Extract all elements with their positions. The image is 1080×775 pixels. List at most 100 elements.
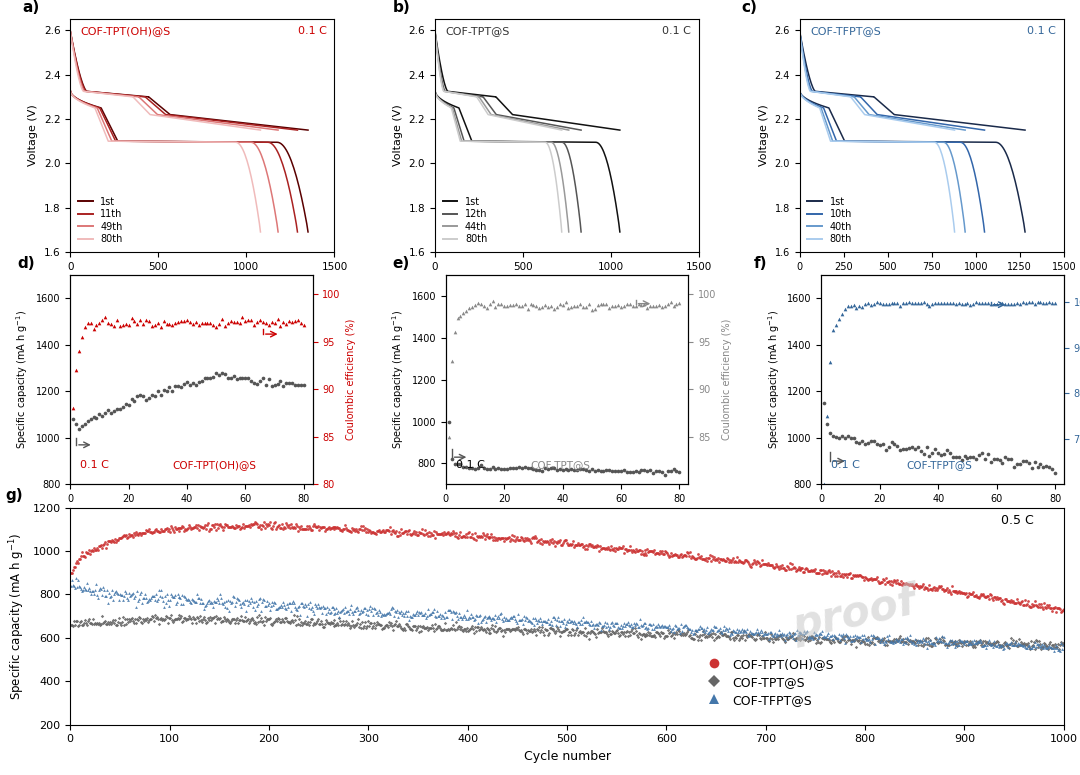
COF-TPT@S [237, 611, 254, 624]
COF-TPT@S [410, 626, 428, 639]
COF-TPT@S [296, 615, 313, 627]
COF-TPT(OH)@S [165, 525, 183, 538]
COF-TFPT@S [750, 626, 767, 639]
COF-TFPT@S [367, 607, 384, 619]
COF-TFPT@S [922, 637, 940, 649]
COF-TPT@S [254, 615, 271, 627]
COF-TPT@S [163, 614, 180, 626]
COF-TFPT@S [349, 601, 366, 613]
COF-TPT(OH)@S [143, 527, 160, 539]
COF-TPT(OH)@S [989, 592, 1007, 604]
COF-TPT@S [612, 625, 630, 638]
COF-TFPT@S [585, 622, 603, 634]
COF-TPT(OH)@S [297, 522, 314, 535]
COF-TPT@S [950, 633, 968, 646]
COF-TPT@S [286, 613, 303, 625]
COF-TPT(OH)@S [432, 528, 449, 540]
COF-TFPT@S [717, 622, 734, 635]
COF-TFPT@S [1023, 642, 1040, 654]
COF-TPT(OH)@S [252, 519, 269, 532]
COF-TPT@S [661, 627, 678, 639]
COF-TPT@S [553, 625, 570, 638]
COF-TFPT@S [927, 631, 944, 643]
COF-TPT(OH)@S [798, 562, 815, 574]
COF-TFPT@S [1037, 641, 1054, 653]
COF-TPT(OH)@S [347, 525, 364, 537]
COF-TPT@S [632, 632, 649, 645]
COF-TPT@S [332, 615, 349, 627]
Point [604, 300, 621, 312]
COF-TPT(OH)@S [670, 550, 687, 563]
Point [874, 438, 891, 450]
COF-TFPT@S [658, 621, 675, 633]
COF-TPT@S [902, 636, 919, 649]
COF-TPT(OH)@S [269, 519, 286, 532]
COF-TPT@S [1022, 642, 1039, 655]
COF-TPT(OH)@S [77, 550, 94, 563]
COF-TPT(OH)@S [855, 574, 873, 586]
COF-TPT(OH)@S [521, 533, 538, 546]
COF-TFPT@S [378, 608, 395, 621]
COF-TPT(OH)@S [341, 525, 359, 537]
Point [499, 300, 516, 312]
COF-TFPT@S [225, 591, 242, 603]
Point [856, 298, 874, 310]
COF-TPT(OH)@S [831, 567, 848, 579]
COF-TFPT@S [772, 630, 789, 642]
COF-TFPT@S [609, 621, 626, 633]
COF-TPT(OH)@S [272, 522, 289, 534]
COF-TPT@S [179, 612, 197, 625]
COF-TFPT@S [920, 637, 937, 649]
COF-TPT@S [930, 636, 947, 648]
COF-TPT@S [751, 632, 768, 644]
COF-TPT@S [580, 632, 597, 645]
COF-TFPT@S [219, 594, 237, 607]
Point [501, 463, 518, 475]
COF-TPT(OH)@S [922, 583, 940, 595]
Point [211, 369, 228, 381]
COF-TPT(OH)@S [679, 547, 697, 560]
COF-TPT@S [378, 618, 395, 631]
COF-TFPT@S [362, 599, 379, 611]
Point [79, 415, 96, 427]
COF-TPT@S [834, 632, 851, 645]
Point [79, 316, 96, 329]
COF-TPT@S [369, 618, 387, 630]
COF-TPT@S [473, 622, 490, 635]
COF-TPT(OH)@S [334, 525, 351, 537]
COF-TFPT@S [255, 594, 272, 606]
COF-TFPT@S [164, 591, 181, 604]
COF-TPT@S [275, 615, 293, 628]
COF-TPT(OH)@S [104, 533, 121, 546]
COF-TPT@S [124, 615, 141, 627]
COF-TFPT@S [664, 622, 681, 635]
COF-TPT(OH)@S [786, 561, 804, 574]
Point [647, 465, 664, 477]
COF-TPT(OH)@S [372, 525, 389, 538]
COF-TFPT@S [739, 622, 756, 635]
COF-TPT(OH)@S [220, 521, 238, 533]
Point [671, 466, 688, 478]
COF-TFPT@S [356, 601, 374, 614]
COF-TPT@S [294, 616, 311, 629]
COF-TPT@S [714, 629, 731, 641]
COF-TFPT@S [136, 587, 153, 600]
COF-TFPT@S [281, 597, 298, 609]
Point [665, 300, 683, 312]
COF-TFPT@S [672, 627, 689, 639]
Point [286, 315, 303, 327]
COF-TPT@S [229, 612, 246, 625]
COF-TPT@S [552, 629, 569, 642]
COF-TPT(OH)@S [248, 518, 266, 531]
COF-TPT@S [680, 630, 698, 642]
COF-TPT(OH)@S [649, 547, 666, 560]
COF-TPT(OH)@S [531, 537, 549, 549]
COF-TFPT@S [669, 622, 686, 635]
COF-TPT(OH)@S [86, 544, 104, 556]
COF-TFPT@S [251, 593, 268, 605]
Point [1040, 461, 1057, 474]
COF-TPT(OH)@S [313, 521, 330, 533]
COF-TPT(OH)@S [402, 528, 419, 540]
COF-TPT@S [455, 623, 472, 636]
COF-TFPT@S [470, 610, 487, 622]
